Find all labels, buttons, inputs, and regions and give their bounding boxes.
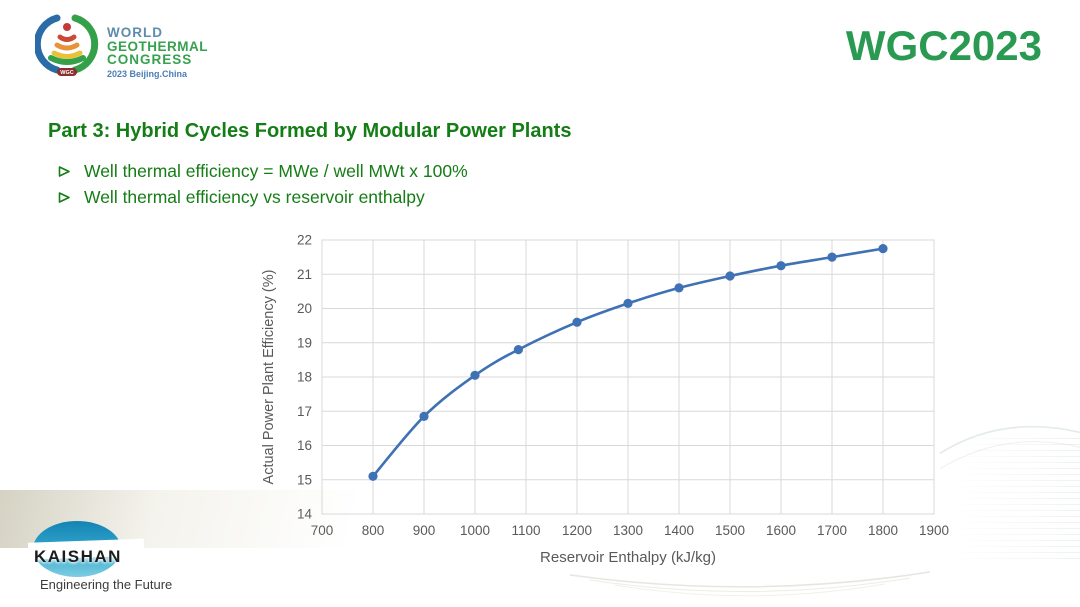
- data-point: [776, 261, 786, 271]
- y-tick-label: 19: [297, 335, 312, 350]
- x-tick-label: 1600: [766, 523, 796, 538]
- wgc-logo: WGC WORLD GEOTHERMAL CONGRESS 2023 Beiji…: [35, 12, 208, 79]
- y-tick-label: 22: [297, 233, 312, 248]
- brand-wgc2023: WGC2023: [845, 22, 1042, 69]
- data-point: [419, 411, 429, 421]
- y-tick-label: 14: [297, 507, 313, 522]
- kaishan-logo-text: KAISHAN: [34, 547, 122, 566]
- data-point: [470, 370, 480, 380]
- x-tick-label: 900: [413, 523, 436, 538]
- y-tick-label: 17: [297, 404, 312, 419]
- x-tick-label: 1500: [715, 523, 745, 538]
- y-tick-label: 20: [297, 301, 312, 316]
- y-tick-label: 15: [297, 472, 312, 487]
- kaishan-logo-icon: [23, 521, 145, 577]
- wgc-logo-icon: WGC: [35, 14, 99, 76]
- logo-line-geothermal: GEOTHERMAL: [107, 38, 208, 54]
- data-point: [878, 244, 888, 254]
- data-point: [572, 317, 582, 327]
- x-tick-label: 1800: [868, 523, 898, 538]
- wgc-logo-text: WORLD GEOTHERMAL CONGRESS 2023 Beijing.C…: [107, 12, 208, 79]
- kaishan-logo: KAISHAN: [23, 519, 158, 581]
- bullet-item-0: Well thermal efficiency = MWe / well MWt…: [58, 158, 468, 184]
- bullet-text: Well thermal efficiency vs reservoir ent…: [84, 186, 425, 207]
- line-chart: 14 15 16 17 18 19 20 21 22 700 800 900 1000 1100 1200 1…: [261, 233, 949, 567]
- decorative-stripes: [945, 438, 1080, 563]
- x-tick-label: 1400: [664, 523, 694, 538]
- kaishan-tagline: Engineering the Future: [40, 577, 173, 592]
- y-axis-title: Actual Power Plant Efficiency (%): [261, 270, 277, 485]
- x-tick-label: 1000: [460, 523, 490, 538]
- bullet-item-1: Well thermal efficiency vs reservoir ent…: [58, 184, 468, 210]
- bullet-arrow-icon: [58, 191, 84, 204]
- x-tick-label: 1700: [817, 523, 847, 538]
- data-point: [674, 283, 684, 293]
- data-point: [513, 345, 523, 355]
- data-point: [725, 271, 735, 281]
- x-tick-label: 1100: [511, 523, 540, 538]
- bullet-list: Well thermal efficiency = MWe / well MWt…: [58, 158, 468, 210]
- logo-subtitle: 2023 Beijing.China: [107, 68, 188, 79]
- x-tick-label: 800: [362, 523, 385, 538]
- data-point: [827, 252, 837, 262]
- x-tick-label: 1300: [613, 523, 643, 538]
- logo-line-world: WORLD: [107, 25, 163, 40]
- y-tick-label: 21: [297, 267, 312, 282]
- x-tick-label: 1200: [562, 523, 592, 538]
- x-tick-label: 700: [311, 523, 334, 538]
- page-title: Part 3: Hybrid Cycles Formed by Modular …: [48, 120, 572, 142]
- data-point: [623, 298, 633, 308]
- data-point: [368, 471, 378, 481]
- efficiency-vs-enthalpy-chart: 14 15 16 17 18 19 20 21 22 700 800 900 1000 1100 1200 1…: [256, 230, 960, 572]
- y-tick-label: 18: [297, 370, 312, 385]
- logo-line-congress: CONGRESS: [107, 52, 193, 67]
- x-axis-title: Reservoir Enthalpy (kJ/kg): [540, 549, 716, 566]
- bullet-text: Well thermal efficiency = MWe / well MWt…: [84, 160, 468, 181]
- y-tick-label: 16: [297, 438, 312, 453]
- bullet-arrow-icon: [58, 165, 84, 178]
- wgc-badge-label: WGC: [60, 70, 73, 76]
- x-tick-label: 1900: [919, 523, 949, 538]
- decorative-wave-right: [940, 425, 1080, 470]
